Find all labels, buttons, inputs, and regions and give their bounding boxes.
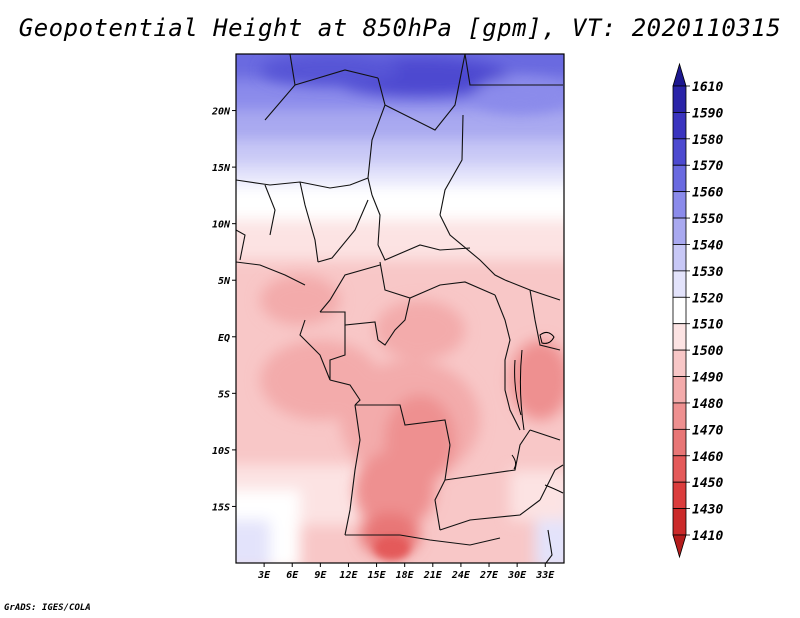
lat-tick-label: 15S bbox=[212, 502, 230, 513]
lat-tick-label: 15N bbox=[212, 163, 231, 174]
colorbar-level-label: 1490 bbox=[692, 371, 723, 386]
colorbar-swatch bbox=[672, 376, 687, 404]
colorbar-level-label: 1430 bbox=[692, 503, 723, 518]
colorbar-swatch bbox=[672, 244, 687, 272]
colorbar-swatch bbox=[672, 270, 687, 298]
lon-tick-label: 21E bbox=[423, 570, 443, 581]
colorbar-level-label: 1460 bbox=[692, 450, 723, 465]
colorbar-level-label: 1480 bbox=[692, 397, 723, 412]
colorbar-level-label: 1610 bbox=[692, 80, 723, 95]
country-borders bbox=[236, 54, 564, 563]
colorbar-level-label: 1530 bbox=[692, 265, 723, 280]
latitude-axis: 20N 15N 10N 5N EQ 5S 10S 15S bbox=[211, 107, 236, 513]
colorbar: 1610 1590 1580 1570 1560 1550 1540 1530 1520 1510… bbox=[672, 62, 723, 559]
lat-tick-label: 10N bbox=[212, 220, 231, 231]
colorbar-level-label: 1590 bbox=[692, 106, 723, 121]
colorbar-level-label: 1520 bbox=[692, 291, 723, 306]
colorbar-swatch bbox=[672, 217, 687, 245]
colorbar-level-label: 1570 bbox=[692, 159, 723, 174]
lat-tick-label: 5S bbox=[218, 389, 230, 400]
colorbar-swatch bbox=[672, 85, 687, 113]
lon-tick-label: 6E bbox=[286, 570, 299, 581]
colorbar-swatch bbox=[672, 138, 687, 166]
lon-tick-label: 33E bbox=[535, 570, 555, 581]
lon-tick-label: 15E bbox=[368, 570, 387, 581]
colorbar-level-label: 1410 bbox=[692, 529, 723, 544]
colorbar-swatch bbox=[672, 349, 687, 377]
lat-tick-label: 20N bbox=[211, 107, 231, 118]
colorbar-level-label: 1550 bbox=[692, 212, 723, 227]
colorbar-level-label: 1500 bbox=[692, 344, 723, 359]
colorbar-max-triangle bbox=[672, 62, 687, 87]
lon-tick-label: 24E bbox=[451, 570, 471, 581]
colorbar-swatch bbox=[672, 402, 687, 430]
colorbar-level-label: 1510 bbox=[692, 318, 723, 333]
lat-tick-label: 10S bbox=[212, 446, 230, 457]
colorbar-level-label: 1470 bbox=[692, 423, 723, 438]
colorbar-min-triangle bbox=[672, 534, 687, 559]
lon-tick-label: 18E bbox=[396, 570, 415, 581]
lon-tick-label: 9E bbox=[314, 570, 327, 581]
colorbar-level-label: 1450 bbox=[692, 476, 723, 491]
lon-tick-label: 30E bbox=[507, 570, 527, 581]
lat-tick-label: 5N bbox=[218, 276, 231, 287]
lat-tick-label: EQ bbox=[218, 333, 230, 344]
longitude-axis: 3E 6E 9E 12E 15E 18E 21E 24E 27E 30E 33E bbox=[257, 563, 555, 581]
colorbar-swatch bbox=[672, 428, 687, 457]
lon-tick-label: 12E bbox=[339, 570, 358, 581]
grads-credit: GrADS: IGES/COLA bbox=[4, 603, 91, 613]
height-field bbox=[236, 54, 564, 563]
colorbar-swatch bbox=[672, 191, 687, 219]
colorbar-swatch bbox=[672, 323, 687, 351]
colorbar-swatch bbox=[672, 508, 687, 536]
colorbar-level-label: 1560 bbox=[692, 186, 723, 201]
lon-tick-label: 27E bbox=[479, 570, 499, 581]
map-frame bbox=[235, 53, 565, 564]
colorbar-level-label: 1540 bbox=[692, 238, 723, 253]
map-title: Geopotential Height at 850hPa [gpm], VT:… bbox=[18, 14, 782, 42]
lon-tick-label: 3E bbox=[257, 570, 271, 581]
colorbar-swatch bbox=[672, 296, 687, 325]
colorbar-swatch bbox=[672, 481, 687, 509]
colorbar-swatch bbox=[672, 112, 687, 140]
colorbar-level-label: 1580 bbox=[692, 133, 723, 148]
colorbar-swatch bbox=[672, 164, 687, 193]
colorbar-swatch bbox=[672, 455, 687, 483]
